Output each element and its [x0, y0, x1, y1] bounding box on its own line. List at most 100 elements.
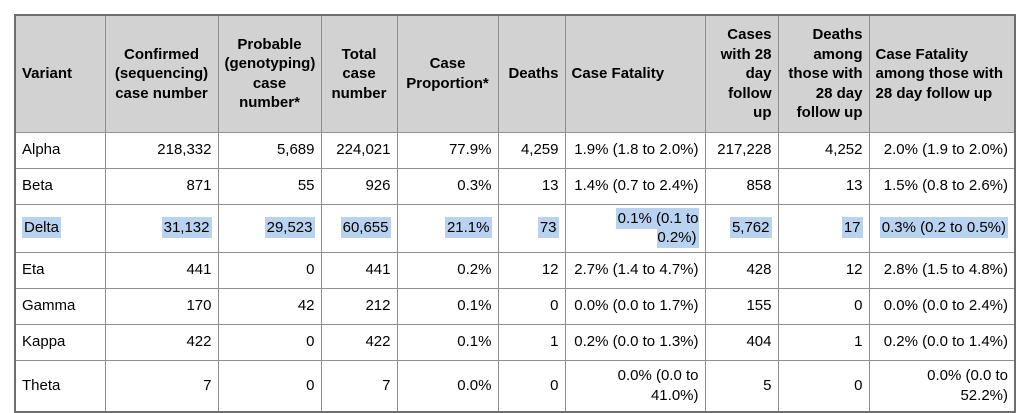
cell-text: 224,021 [336, 141, 391, 159]
column-header-case-fatality: Case Fatality [564, 14, 706, 133]
cell-text: 5,689 [276, 141, 315, 159]
highlighted-cell-text: Delta [22, 217, 62, 239]
table-cell: 4,259 [497, 131, 566, 169]
table-cell: 0 [777, 287, 870, 325]
cell-text: 2.8% (1.5 to 4.8%) [883, 261, 1008, 279]
table-cell: 7 [104, 359, 219, 413]
table-cell: 441 [320, 251, 398, 289]
column-header-deaths: Deaths [497, 14, 566, 133]
cell-text: 13 [541, 177, 559, 195]
table-cell: 1.5% (0.8 to 2.6%) [868, 167, 1016, 205]
cell-text: 0.1% [457, 297, 492, 315]
table-row-beta: Beta 871 55 926 0.3% 13 1.4% (0.7 to 2.4… [14, 167, 1016, 205]
table-cell: 0.1% [396, 287, 499, 325]
header-row: Variant Confirmed (sequencing) case numb… [14, 14, 1016, 133]
cell-text: 1.9% (1.8 to 2.0%) [574, 141, 699, 159]
table-cell: 2.7% (1.4 to 4.7%) [564, 251, 706, 289]
table-cell: 1 [777, 323, 870, 361]
cell-text: 422 [365, 333, 391, 351]
cell-text: 1 [550, 333, 559, 351]
table-cell: 155 [704, 287, 779, 325]
table-cell: 12 [777, 251, 870, 289]
table-cell: Theta [14, 359, 106, 413]
cell-text: 0 [550, 377, 559, 394]
cell-text: 428 [746, 261, 772, 279]
table-cell: 0.2% [396, 251, 499, 289]
table-cell: 1 [497, 323, 566, 361]
table-cell: 428 [704, 251, 779, 289]
table-cell: 77.9% [396, 131, 499, 169]
table-cell: Gamma [14, 287, 106, 325]
cell-text: 0 [854, 297, 863, 315]
cell-text: Beta [22, 177, 53, 195]
table-cell: Kappa [14, 323, 106, 361]
table-cell: 1.9% (1.8 to 2.0%) [564, 131, 706, 169]
highlighted-cell-text: 21.1% [444, 217, 492, 239]
cell-text: 0.3% [457, 177, 492, 195]
cell-text: 0.0% (0.0 to 41.0%) [617, 367, 699, 404]
cell-text: 404 [746, 333, 772, 351]
highlighted-cell-text: 17 [841, 217, 863, 239]
cell-text: 155 [746, 297, 772, 315]
table-cell: 404 [704, 323, 779, 361]
cell-text: 4,252 [824, 141, 863, 159]
table-cell: 926 [320, 167, 398, 205]
table-row-kappa: Kappa 422 0 422 0.1% 1 0.2% (0.0 to 1.3%… [14, 323, 1016, 361]
highlighted-cell-text: 73 [537, 217, 559, 239]
table-row-delta-selected: Delta 31,132 29,523 60,655 21.1% 73 0.1%… [14, 203, 1016, 253]
cell-text: 0 [306, 333, 315, 351]
column-header-case-fatality-28-day-follow-up: Case Fatality among those with 28 day fo… [868, 14, 1016, 133]
cell-text: 1 [854, 333, 863, 351]
table-cell: 224,021 [320, 131, 398, 169]
cell-text: 0 [854, 377, 863, 394]
cell-text: 170 [186, 297, 212, 315]
cell-text: 0.2% (0.0 to 1.3%) [574, 333, 699, 351]
cell-text: 7 [203, 377, 212, 394]
highlighted-cell-text: 60,655 [340, 217, 391, 239]
cell-text: 0 [306, 377, 315, 394]
table-cell: 170 [104, 287, 219, 325]
cell-text: 218,332 [157, 141, 212, 159]
table-cell: 21.1% [396, 203, 499, 253]
table-cell: 0 [217, 323, 322, 361]
cell-text: 12 [845, 261, 863, 279]
table-cell: 422 [104, 323, 219, 361]
cell-text: Gamma [22, 297, 76, 315]
variants-table: Variant Confirmed (sequencing) case numb… [14, 14, 1016, 413]
cell-text: Kappa [22, 333, 66, 351]
cell-text: 12 [541, 261, 559, 279]
cell-text: 1.5% (0.8 to 2.6%) [883, 177, 1008, 195]
table-cell: 0.1% (0.1 to 0.2%) [564, 203, 706, 253]
table-cell: 13 [777, 167, 870, 205]
cell-text: 0.0% [457, 377, 492, 394]
cell-text: 0.0% (0.0 to 1.7%) [574, 297, 699, 315]
cell-text: Alpha [22, 141, 61, 159]
cell-text: 0.2% (0.0 to 1.4%) [883, 333, 1008, 351]
table-cell: 0.0% (0.0 to 52.2%) [868, 359, 1016, 413]
column-header-cases-28-day-follow-up: Cases with 28 day follow up [704, 14, 779, 133]
cell-text: 5 [763, 377, 772, 394]
table-cell: 0 [217, 251, 322, 289]
column-header-deaths-28-day-follow-up: Deaths among those with 28 day follow up [777, 14, 870, 133]
highlighted-cell-text: 29,523 [264, 217, 315, 239]
highlighted-cell-text: 0.3% (0.2 to 0.5%) [879, 217, 1008, 239]
column-header-confirmed-case-number: Confirmed (sequencing) case number [104, 14, 219, 133]
cell-text: 0.1% [457, 333, 492, 351]
cell-text: 13 [845, 177, 863, 195]
cell-text: 2.7% (1.4 to 4.7%) [574, 261, 699, 279]
column-header-total-case-number: Total case number [320, 14, 398, 133]
table-cell: 218,332 [104, 131, 219, 169]
cell-text: 217,228 [717, 141, 772, 159]
table-cell: 73 [497, 203, 566, 253]
table-cell: 0.0% [396, 359, 499, 413]
table-cell: 5 [704, 359, 779, 413]
table-cell: 441 [104, 251, 219, 289]
cell-text: 0.0% (0.0 to 2.4%) [883, 297, 1008, 315]
table-cell: 2.0% (1.9 to 2.0%) [868, 131, 1016, 169]
table-cell: 12 [497, 251, 566, 289]
table-cell: 1.4% (0.7 to 2.4%) [564, 167, 706, 205]
table-cell: 5,689 [217, 131, 322, 169]
table-cell: 0.3% [396, 167, 499, 205]
table-cell: 0.0% (0.0 to 2.4%) [868, 287, 1016, 325]
table-cell: 0 [777, 359, 870, 413]
